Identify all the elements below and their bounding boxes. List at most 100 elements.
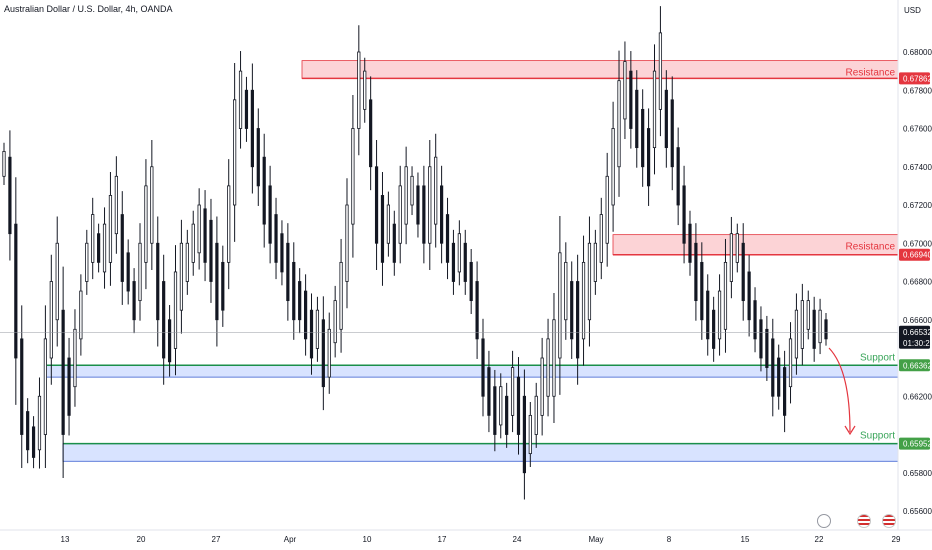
candle-body [363,70,367,110]
x-tick-label: Apr [284,535,297,544]
candle-body [794,309,799,359]
y-tick-label: 0.68000 [903,48,932,57]
zone-3 [62,443,899,462]
candle-body [333,300,337,344]
candle-body [351,128,355,225]
candle-body [652,70,657,149]
candle-body [818,309,822,344]
candle-body [209,219,213,282]
candle-body [469,261,473,302]
candle-body [481,338,485,397]
countdown-tag: 01:30:21 [903,339,932,348]
candle-body [599,214,603,263]
candle-body [298,281,302,321]
candle-body [26,411,30,451]
candle-body [783,367,787,416]
candle-body [581,261,586,340]
candle-body [771,338,775,397]
zone-label-2: Support [860,352,895,363]
candle-body [197,204,201,254]
candle-body [392,223,396,263]
candle-body [315,309,320,349]
y-tick-label: 0.65800 [903,469,932,478]
candle-body [777,357,781,397]
candle-body [670,99,674,168]
resistance-tag-2: 0.66940 [903,251,932,260]
candle-body [102,223,107,273]
candle-body [268,185,272,244]
candle-body [747,271,751,321]
resistance-tag-1-bg [899,72,930,85]
candle-body [735,233,739,263]
candle-body [179,242,184,311]
candle-body [43,338,47,435]
candle-body [309,309,314,359]
candle-body [138,242,142,302]
candle-body [327,328,331,378]
candle-body [759,319,763,359]
y-tick-label: 0.67200 [903,201,932,210]
candle-body [144,185,148,263]
candle-body [233,99,237,206]
candle-body [37,395,42,451]
resistance-tag-1: 0.67862 [903,74,932,83]
candle-body [676,147,680,206]
y-tick-label: 0.67800 [903,86,932,95]
candle-body [374,166,379,244]
candle-body [434,156,438,225]
candle-body [457,233,461,273]
us-flag-icon-2[interactable] [882,514,896,528]
candle-body [487,367,491,416]
candle-body [292,261,296,321]
candle-body [250,89,254,168]
candle-body [20,338,24,435]
candle-body [162,281,166,359]
candle-body [8,156,12,235]
candle-body [49,281,53,359]
candle-body [238,70,243,129]
candle-body [664,89,668,149]
candle-body [475,281,479,340]
candle-body [428,166,432,244]
zone-label-0: Resistance [846,68,896,79]
x-tick-label: 27 [212,535,221,544]
candle-body [593,242,597,282]
y-tick-label: 0.66800 [903,278,932,287]
candle-body [552,319,556,397]
us-flag-icon[interactable] [857,514,871,528]
candle-body [114,175,118,235]
candle-body [191,223,195,263]
candle-body [741,242,745,302]
candle-body [280,233,284,273]
candle-body [499,386,503,426]
candle-body [587,242,592,321]
candle-body [221,261,225,311]
x-tick-label: 24 [513,535,522,544]
currency-label: USD [904,6,921,15]
candle-body [635,89,639,149]
candle-body [79,290,83,340]
candle-body [658,32,663,110]
y-tick-label: 0.67400 [903,163,932,172]
x-tick-label: 15 [741,535,750,544]
candle-body [558,252,562,359]
forecast-arrow-head [844,425,856,436]
candle-body [706,290,710,340]
candle-body [31,426,36,458]
candle-body [445,214,450,263]
candle-body [262,156,266,225]
candle-body [97,233,101,263]
lightning-icon[interactable] [817,514,831,528]
candle-body [522,395,527,474]
support-tag-2-bg [899,437,930,450]
zone-2 [45,364,899,378]
candle-body [203,208,207,263]
candle-body [717,290,722,340]
candle-body [398,185,402,244]
candle-body [227,185,231,263]
candle-body [244,89,249,129]
candle-body [345,204,349,282]
candle-body [132,281,136,321]
